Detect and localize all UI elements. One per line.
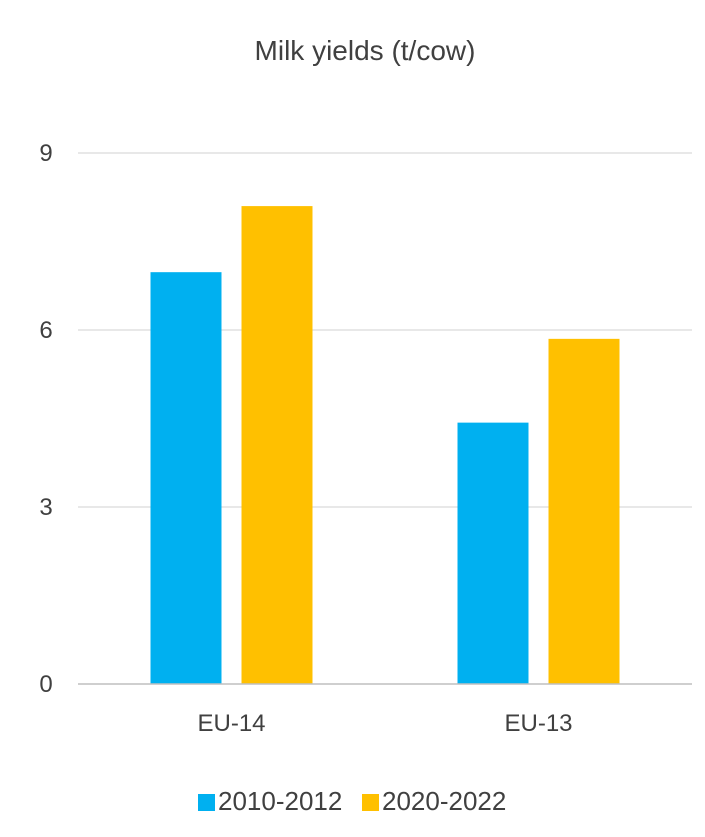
x-axis-category-labels: EU-14 EU-13 (197, 710, 572, 737)
y-axis-tick-labels: 0 3 6 9 (39, 140, 52, 698)
chart-title: Milk yields (t/cow) (255, 35, 476, 66)
bar-eu-13-2020-2022 (548, 338, 620, 684)
y-tick-label: 9 (39, 140, 52, 167)
y-tick-label: 6 (39, 317, 52, 344)
legend-swatch (198, 794, 215, 811)
y-tick-label: 3 (39, 494, 52, 521)
legend-label: 2020-2022 (382, 786, 506, 816)
x-category-label: EU-14 (197, 710, 265, 737)
legend: 2010-2012 2020-2022 (198, 786, 506, 816)
bar-eu-14-2010-2012 (150, 272, 222, 684)
legend-label: 2010-2012 (218, 786, 342, 816)
bar-eu-14-2020-2022 (241, 206, 313, 684)
legend-swatch (362, 794, 379, 811)
bar-eu-13-2010-2012 (457, 422, 529, 684)
x-category-label: EU-13 (504, 710, 572, 737)
bars (150, 206, 620, 684)
y-tick-label: 0 (39, 671, 52, 698)
